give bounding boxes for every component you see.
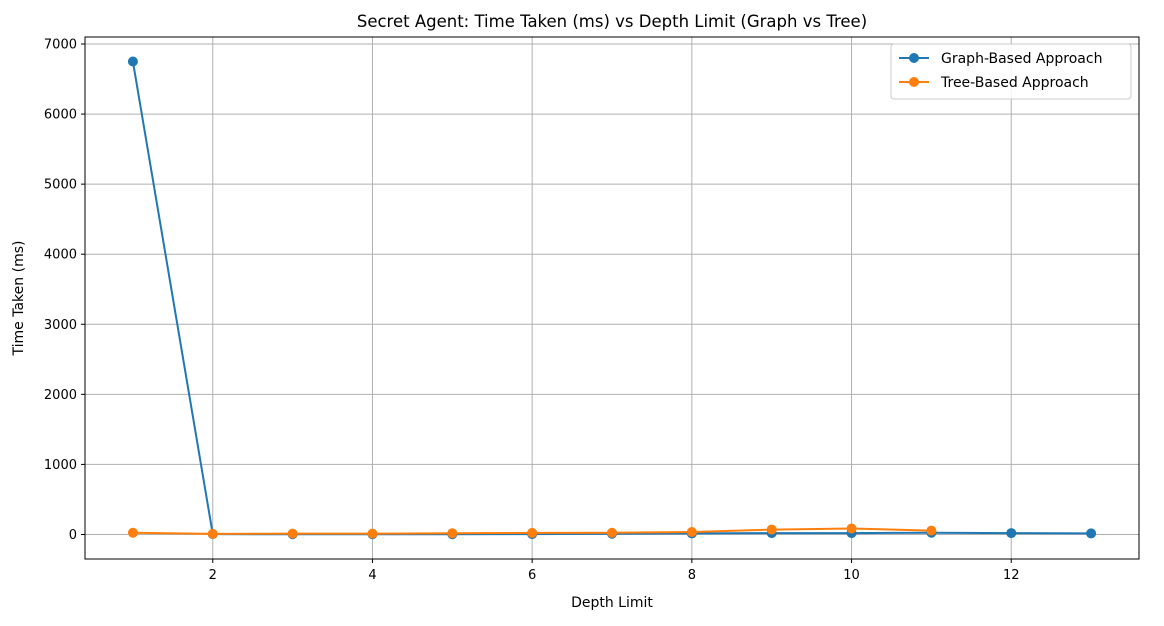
plot-frame xyxy=(84,36,1140,560)
data-point xyxy=(127,56,138,67)
x-tick-label: 6 xyxy=(528,568,536,583)
data-point xyxy=(367,528,378,539)
y-tick-label: 6000 xyxy=(44,108,77,123)
series-0 xyxy=(127,56,1097,540)
data-point xyxy=(287,528,298,539)
legend-marker xyxy=(909,53,919,63)
series-line xyxy=(131,61,1092,536)
y-tick-label: 7000 xyxy=(44,38,77,53)
y-tick-label: 1000 xyxy=(44,458,77,473)
series-1 xyxy=(127,523,937,539)
data-point xyxy=(926,525,937,536)
data-point xyxy=(1006,528,1017,539)
axis-ticks: 2 4 6 8 10 12 0 1000 2000 3000 4000 5000 6000 7000 xyxy=(44,38,1020,583)
data-point xyxy=(607,527,617,538)
legend-label: Graph-Based Approach xyxy=(941,51,1102,67)
data-point xyxy=(1086,528,1097,539)
y-tick-label: 0 xyxy=(69,528,77,543)
x-tick-label: 8 xyxy=(688,568,696,583)
data-point xyxy=(127,527,138,538)
data-point xyxy=(447,528,458,539)
y-axis-label: Time Taken (ms) xyxy=(11,241,27,357)
y-tick-label: 5000 xyxy=(44,178,77,193)
y-tick-label: 4000 xyxy=(44,248,77,263)
legend-marker xyxy=(909,77,919,87)
x-tick-label: 12 xyxy=(1003,568,1020,583)
x-axis-label: Depth Limit xyxy=(571,595,653,611)
x-tick-label: 10 xyxy=(843,568,860,583)
plot-series xyxy=(127,56,1097,540)
legend-label: Tree-Based Approach xyxy=(940,75,1089,91)
grid xyxy=(85,37,1139,559)
chart-title: Secret Agent: Time Taken (ms) vs Depth L… xyxy=(357,12,867,31)
y-tick-label: 3000 xyxy=(44,318,77,333)
legend-box xyxy=(890,43,1132,100)
x-tick-label: 2 xyxy=(209,568,217,583)
x-tick-label: 4 xyxy=(368,568,376,583)
legend: Graph-Based Approach Tree-Based Approach xyxy=(890,43,1132,100)
data-point xyxy=(686,527,697,538)
data-point xyxy=(207,528,218,539)
data-point xyxy=(766,524,777,535)
data-point xyxy=(846,523,857,534)
data-point xyxy=(527,527,538,538)
y-tick-label: 2000 xyxy=(44,388,77,403)
